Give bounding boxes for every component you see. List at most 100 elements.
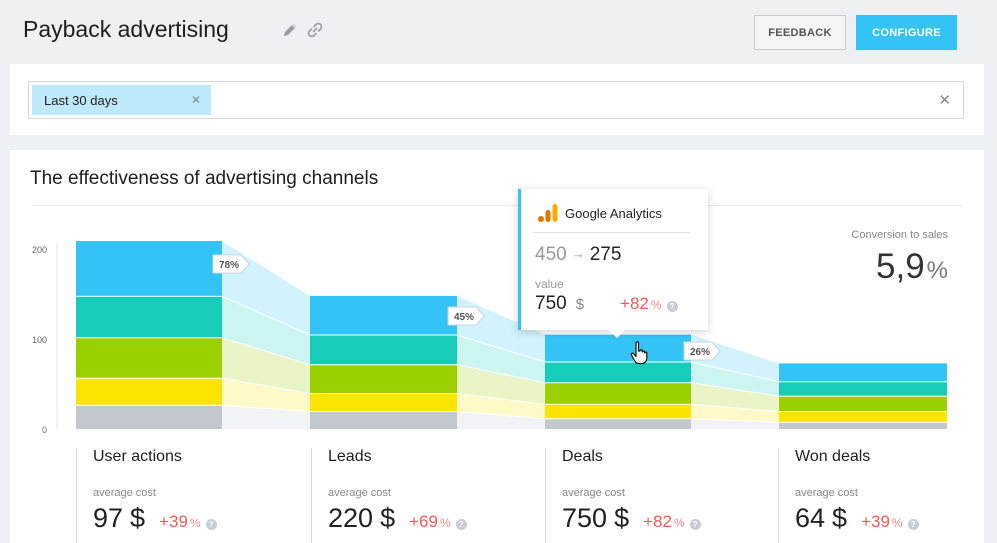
remove-chip-icon[interactable]: ✕ — [190, 93, 201, 107]
flow-separator — [456, 410, 546, 420]
bar-segment — [310, 393, 457, 411]
arrow-right-icon: → — [571, 246, 585, 261]
stat-delta: +69 — [409, 512, 438, 531]
conversion-label: Conversion to sales — [851, 229, 948, 241]
filter-chip-label: Last 30 days — [44, 92, 118, 108]
conversion-value: 5,9% — [876, 247, 948, 287]
stat-leads: Leads average cost 220 $ +69%? — [311, 448, 467, 543]
clear-filter-icon[interactable]: ✕ — [938, 92, 951, 109]
flow-band — [691, 382, 779, 411]
stat-currency: $ — [832, 503, 848, 533]
bar-segment — [310, 334, 457, 365]
bar-segment — [76, 377, 222, 405]
edit-pencil-icon[interactable] — [282, 22, 298, 38]
stat-currency: $ — [130, 503, 146, 533]
flow-separator — [690, 381, 780, 397]
flow-separator — [221, 294, 311, 336]
flow-separator — [690, 360, 780, 383]
tooltip-delta-unit: % — [650, 298, 662, 312]
google-analytics-icon — [538, 204, 558, 222]
chart-tooltip: Google Analytics 450 → 275 value 750 $ +82%? — [518, 189, 708, 338]
flow-band — [222, 377, 310, 411]
stat-subtitle: average cost — [328, 487, 391, 499]
bar-segment — [779, 421, 947, 429]
stat-title: Deals — [562, 448, 603, 465]
conversion-number: 5,9 — [876, 247, 925, 286]
help-icon[interactable]: ? — [666, 301, 678, 312]
flow-band — [457, 334, 545, 383]
conversion-label-box — [447, 306, 485, 326]
flow-separator — [456, 363, 546, 384]
tooltip-to: 275 — [589, 244, 622, 265]
flow-separator — [456, 392, 546, 405]
bar-segment — [779, 381, 947, 396]
conversion-label: 45% — [454, 312, 474, 323]
tooltip-flow: 450 → 275 — [535, 244, 621, 266]
flow-band — [222, 337, 310, 393]
stat-delta: +39 — [159, 512, 188, 531]
filter-panel: Last 30 days ✕ ✕ — [10, 64, 984, 135]
stat-deals: Deals average cost 750 $ +82%? — [545, 448, 701, 543]
filter-chip-period[interactable]: Last 30 days ✕ — [32, 85, 211, 115]
bar-segment — [545, 361, 691, 383]
flow-separator — [690, 417, 780, 423]
tooltip-divider — [533, 232, 690, 233]
stat-delta: +82 — [643, 512, 672, 531]
link-icon[interactable] — [307, 22, 323, 38]
bar-segment — [310, 294, 457, 335]
filter-input[interactable]: Last 30 days ✕ ✕ — [28, 81, 964, 119]
bar-segment — [76, 337, 222, 378]
bar-segment — [779, 362, 947, 382]
stat-delta-unit: % — [673, 516, 685, 530]
flow-separator — [221, 336, 311, 366]
stat-delta: +39 — [861, 512, 890, 531]
bar-segment — [779, 411, 947, 422]
help-icon[interactable]: ? — [205, 519, 217, 530]
stat-currency: $ — [614, 503, 630, 533]
conversion-unit: % — [926, 257, 948, 284]
stat-value: 750 — [562, 503, 608, 533]
tooltip-from: 450 — [535, 244, 567, 265]
stat-delta-unit: % — [891, 516, 903, 530]
stat-subtitle: average cost — [562, 487, 625, 499]
bar-segment — [76, 404, 222, 429]
bar-segment — [545, 382, 691, 404]
help-icon[interactable]: ? — [689, 519, 701, 530]
divider — [32, 205, 962, 206]
conversion-label: 26% — [690, 347, 710, 358]
bar-segment — [76, 240, 222, 296]
tooltip-value-row: 750 $ +82%? — [535, 293, 695, 315]
configure-button[interactable]: CONFIGURE — [856, 15, 957, 50]
stat-won-deals: Won deals average cost 64 $ +39%? — [778, 448, 919, 543]
feedback-button[interactable]: FEEDBACK — [754, 15, 846, 50]
flow-separator — [456, 333, 546, 363]
bar-segment — [545, 418, 691, 429]
stat-subtitle: average cost — [93, 487, 156, 499]
y-tick-label: 0 — [42, 425, 47, 435]
bar-segment — [310, 411, 457, 429]
bar-segment — [310, 364, 457, 393]
y-tick-label: 200 — [32, 245, 47, 255]
stat-user-actions: User actions average cost 97 $ +39%? — [76, 448, 217, 543]
bar-segment — [545, 403, 691, 419]
conversion-label-box — [683, 341, 721, 361]
help-icon[interactable]: ? — [455, 519, 467, 530]
tooltip-delta: +82 — [620, 294, 649, 313]
tooltip-currency: $ — [575, 296, 585, 313]
stat-value: 64 — [795, 503, 826, 533]
tooltip-value-label: value — [535, 277, 564, 291]
tooltip-value: 750 — [535, 293, 567, 314]
stat-title: User actions — [93, 448, 182, 465]
flow-band — [457, 411, 545, 429]
flow-band — [222, 295, 310, 365]
flow-separator — [221, 403, 311, 412]
flow-separator — [690, 402, 780, 412]
flow-band — [457, 364, 545, 404]
stat-title: Leads — [328, 448, 372, 465]
stat-currency: $ — [380, 503, 396, 533]
stat-value: 97 — [93, 503, 124, 533]
help-icon[interactable]: ? — [907, 519, 919, 530]
page-title: Payback advertising — [23, 16, 229, 42]
flow-separator — [221, 239, 311, 296]
